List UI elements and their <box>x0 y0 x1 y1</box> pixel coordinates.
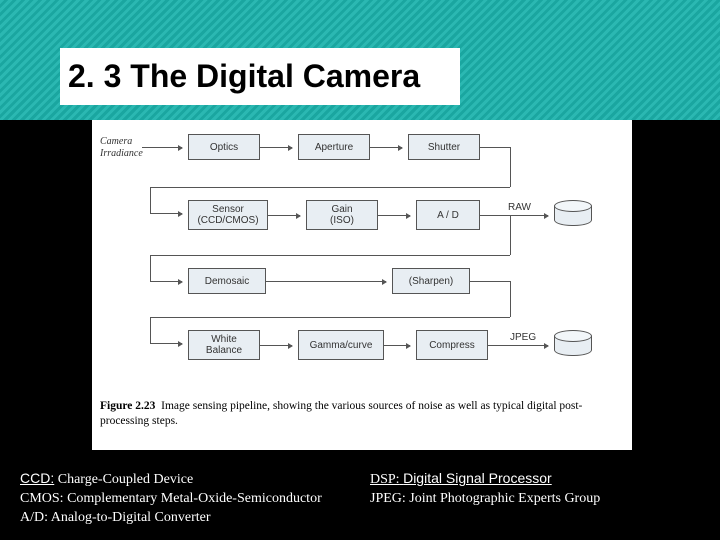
group-sensor-chip-label: Sensor chip <box>308 231 361 242</box>
block-compress: Compress <box>416 330 488 360</box>
block-shutter: Shutter <box>408 134 480 160</box>
arrow-r1-2 <box>370 147 402 148</box>
block-white-balance: White Balance <box>188 330 260 360</box>
arrow-r4-2 <box>384 345 410 346</box>
legend-right: DSP: Digital Signal Processor JPEG: Join… <box>350 469 700 528</box>
block-optics: Optics <box>188 134 260 160</box>
input-label-bottom: Irradiance <box>100 148 143 159</box>
arrow-into-demosaic <box>150 281 182 282</box>
block-sensor: Sensor (CCD/CMOS) <box>188 200 268 230</box>
group-dsp-label: DSP <box>328 361 349 372</box>
block-ad: A / D <box>416 200 480 230</box>
arrow-into-sensor <box>150 213 182 214</box>
arrow-to-jpeg <box>488 345 548 346</box>
arrow-r1-1 <box>260 147 292 148</box>
block-aperture: Aperture <box>298 134 370 160</box>
block-demosaic: Demosaic <box>188 268 266 294</box>
arrow-r1-in <box>142 147 182 148</box>
arrow-r2-1 <box>268 215 300 216</box>
cylinder-jpeg <box>554 330 592 358</box>
input-label-top: Camera <box>100 136 132 147</box>
block-gain: Gain (ISO) <box>306 200 378 230</box>
group-camera-body-label: Camera Body <box>303 163 364 174</box>
legend: CCD: Charge-Coupled Device CMOS: Complem… <box>20 469 700 528</box>
arrow-r4-1 <box>260 345 292 346</box>
label-jpeg: JPEG <box>510 332 536 343</box>
arrow-to-raw <box>480 215 548 216</box>
legend-left: CCD: Charge-Coupled Device CMOS: Complem… <box>20 469 350 528</box>
arrow-r3-1 <box>266 281 386 282</box>
figure-caption: Figure 2.23 Image sensing pipeline, show… <box>100 399 624 430</box>
figure-panel: Camera Irradiance Optics Aperture Shutte… <box>92 120 632 450</box>
cylinder-raw <box>554 200 592 228</box>
slide-title: 2. 3 The Digital Camera <box>60 48 460 105</box>
block-gamma: Gamma/curve <box>298 330 384 360</box>
arrow-r2-2 <box>378 215 410 216</box>
label-raw: RAW <box>508 202 531 213</box>
block-sharpen: (Sharpen) <box>392 268 470 294</box>
arrow-into-wb <box>150 343 182 344</box>
